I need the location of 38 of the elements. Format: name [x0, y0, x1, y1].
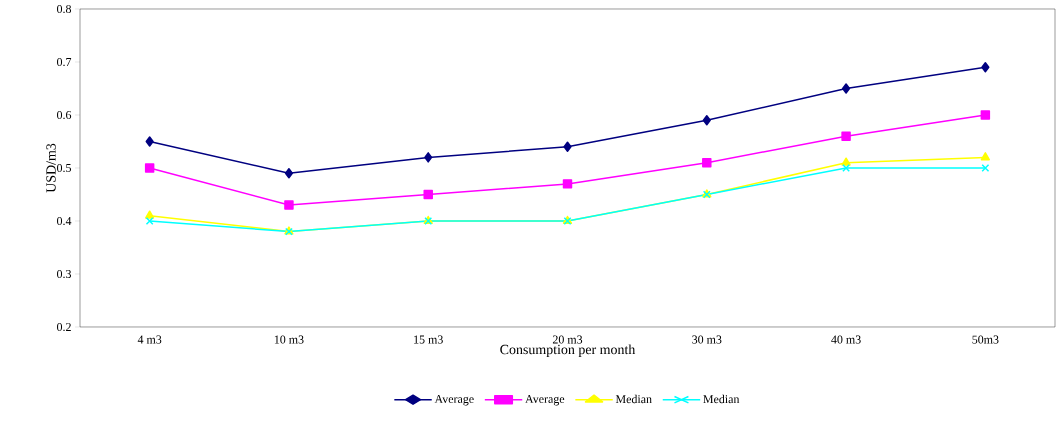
- point: [145, 210, 155, 219]
- point: [981, 62, 990, 73]
- y-tick-label: 0.7: [57, 57, 72, 67]
- point: [144, 163, 155, 173]
- point: [841, 83, 851, 94]
- x-tick-label: 40 m3: [831, 335, 861, 344]
- x-tick-label: 50m3: [972, 335, 999, 344]
- y-tick-label: 0.4: [57, 216, 72, 226]
- x-tick-label: 10 m3: [274, 335, 304, 344]
- y-axis-title: USD/m3: [46, 143, 56, 193]
- y-tick-label: 0.6: [57, 110, 72, 120]
- legend-label: Median: [615, 394, 652, 404]
- x-tick-label: 4 m3: [137, 335, 162, 344]
- point: [284, 168, 294, 179]
- point: [980, 152, 990, 161]
- y-tick-label: 0.3: [57, 269, 72, 279]
- point: [702, 115, 711, 126]
- point: [842, 164, 850, 172]
- point: [562, 179, 573, 189]
- legend-label: Median: [703, 394, 740, 404]
- x-tick-label: 30 m3: [692, 335, 722, 344]
- x-tick-label: 15 m3: [414, 335, 443, 344]
- y-tick-label: 0.2: [57, 322, 71, 332]
- point: [423, 189, 433, 200]
- point: [980, 110, 991, 120]
- point: [145, 136, 154, 147]
- y-tick-label: 0.8: [57, 4, 72, 14]
- point: [424, 152, 433, 163]
- point: [841, 131, 851, 141]
- legend-label: Average: [434, 394, 474, 406]
- legend-label: Average: [525, 394, 565, 406]
- point: [563, 141, 572, 153]
- point: [702, 157, 712, 168]
- point: [841, 157, 851, 166]
- point: [284, 200, 294, 210]
- x-tick-label: 20 m3: [552, 335, 583, 344]
- y-tick-label: 0.5: [57, 163, 72, 173]
- x-axis-title: Consumption per month: [500, 344, 636, 358]
